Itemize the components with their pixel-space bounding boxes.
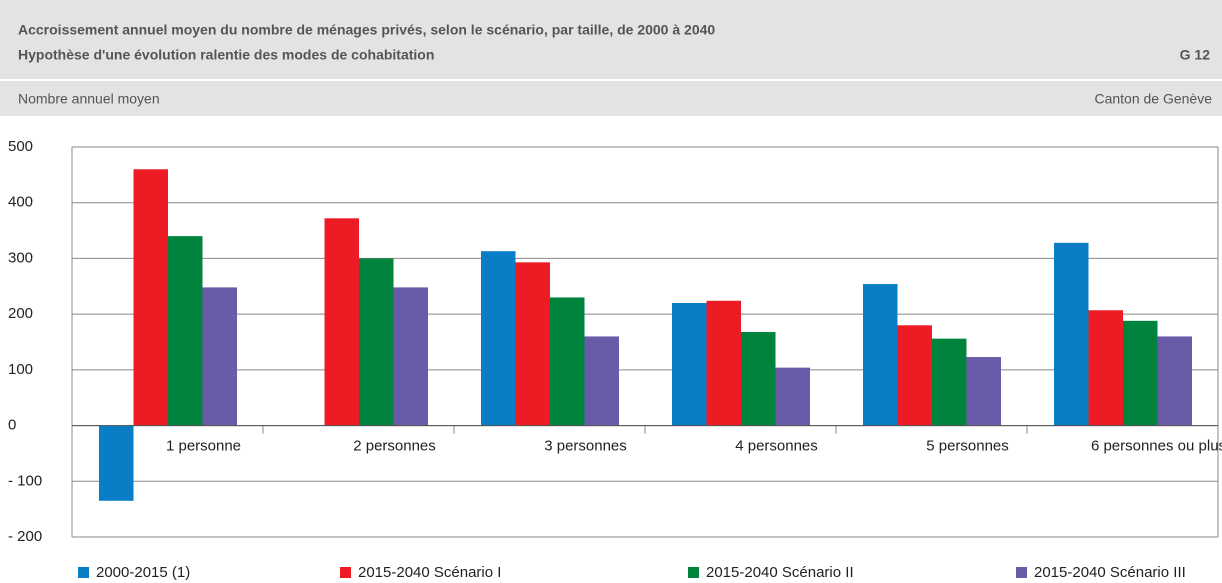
chart-title: Accroissement annuel moyen du nombre de … bbox=[18, 22, 715, 38]
bar bbox=[1054, 242, 1089, 426]
bar bbox=[324, 218, 359, 426]
legend-label: 2015-2040 Scénario II bbox=[706, 564, 854, 581]
bar bbox=[932, 338, 967, 426]
legend-label: 2015-2040 Scénario III bbox=[1034, 564, 1186, 581]
y-tick-label: 500 bbox=[8, 138, 33, 155]
legend-swatch bbox=[1016, 567, 1027, 578]
bar bbox=[1157, 336, 1192, 426]
bar bbox=[897, 325, 932, 426]
y-tick-label: 300 bbox=[8, 249, 33, 266]
header-bg bbox=[0, 0, 1222, 116]
bar bbox=[359, 258, 394, 426]
bar bbox=[99, 425, 134, 501]
y-tick-label: - 200 bbox=[8, 528, 42, 545]
bar bbox=[393, 287, 428, 426]
bar bbox=[550, 297, 585, 426]
y-tick-label: 200 bbox=[8, 305, 33, 322]
region: Canton de Genève bbox=[1094, 91, 1212, 107]
figure-id: G 12 bbox=[1180, 47, 1211, 63]
bar bbox=[515, 262, 550, 426]
y-tick-label: - 100 bbox=[8, 472, 42, 489]
x-tick-label: 5 personnes bbox=[926, 438, 1009, 455]
x-tick-label: 1 personne bbox=[166, 438, 241, 455]
x-tick-label: 6 personnes ou plus bbox=[1091, 438, 1222, 455]
y-tick-label: 0 bbox=[8, 417, 16, 434]
x-tick-label: 3 personnes bbox=[544, 438, 627, 455]
bar bbox=[481, 251, 516, 426]
legend-swatch bbox=[340, 567, 351, 578]
legend-swatch bbox=[78, 567, 89, 578]
chart-subtitle: Hypothèse d'une évolution ralentie des m… bbox=[18, 47, 434, 63]
bar bbox=[672, 303, 707, 426]
x-tick-label: 2 personnes bbox=[353, 438, 436, 455]
bar bbox=[863, 284, 898, 426]
bar bbox=[1088, 310, 1123, 426]
y-tick-label: 400 bbox=[8, 194, 33, 211]
legend-label: 2015-2040 Scénario I bbox=[358, 564, 501, 581]
bar bbox=[133, 169, 168, 426]
y-axis-label: Nombre annuel moyen bbox=[18, 91, 160, 107]
bar bbox=[202, 287, 237, 426]
bar bbox=[1123, 320, 1158, 426]
y-tick-label: 100 bbox=[8, 361, 33, 378]
bar bbox=[966, 357, 1001, 426]
bar bbox=[775, 367, 810, 426]
bar bbox=[706, 300, 741, 426]
x-tick-label: 4 personnes bbox=[735, 438, 818, 455]
bar bbox=[168, 236, 203, 426]
bar bbox=[584, 336, 619, 426]
legend-label: 2000-2015 (1) bbox=[96, 564, 190, 581]
legend-swatch bbox=[688, 567, 699, 578]
bar bbox=[741, 331, 776, 426]
